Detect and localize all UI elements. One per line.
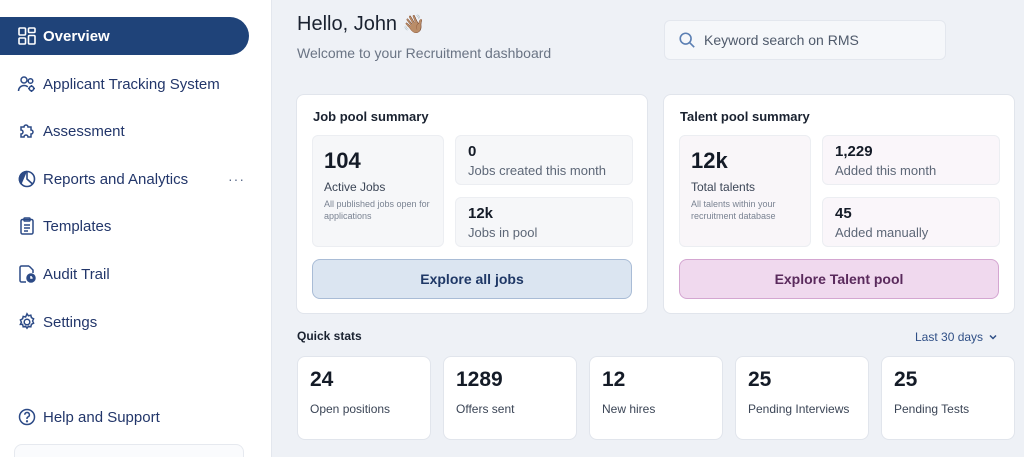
stat-label: Jobs created this month [468,163,607,178]
quick-stat-card: 12 New hires [589,356,723,440]
stat-label: Added manually [835,225,929,240]
stat-value: 12k [691,148,728,173]
talent-pool-card: Talent pool summary 12k Total talents Al… [663,94,1015,314]
quick-stat-card: 25 Pending Interviews [735,356,869,440]
pie-chart-icon [16,168,38,190]
explore-all-jobs-button[interactable]: Explore all jobs [312,259,632,299]
active-jobs-stat: 104 Active Jobs All published jobs open … [312,135,444,247]
puzzle-icon [16,120,38,142]
waving-hand-icon: 👋🏽 [402,14,426,34]
sidebar-item-label: Applicant Tracking System [43,75,220,93]
clipboard-icon [16,215,38,237]
sidebar-item-label: Audit Trail [43,265,110,283]
sidebar-item-label: Assessment [43,122,125,140]
sidebar-item-assessment[interactable]: Assessment [0,112,249,150]
added-manually-stat: 45 Added manually [822,197,1000,247]
stat-label: New hires [602,402,656,416]
grid-icon [16,25,38,47]
gear-icon [16,311,38,333]
search-input[interactable] [704,32,934,48]
sidebar-item-templates[interactable]: Templates [0,207,249,245]
sidebar-item-label: Overview [43,27,110,45]
quick-stats-title: Quick stats [297,329,362,343]
more-options-icon[interactable]: ··· [228,171,245,187]
sidebar: Overview Applicant Tracking System Asses… [0,0,272,457]
document-clock-icon [16,263,38,285]
sidebar-item-label: Templates [43,217,112,235]
stat-label: Jobs in pool [468,225,538,240]
sidebar-item-help[interactable]: Help and Support [0,398,249,436]
total-talents-stat: 12k Total talents All talents within you… [679,135,811,247]
sidebar-item-label: Help and Support [43,408,160,426]
quick-stat-card: 1289 Offers sent [443,356,577,440]
stat-value: 25 [748,368,772,391]
date-range-label: Last 30 days [915,330,984,344]
stat-value: 12k [468,205,494,222]
sidebar-item-label: Reports and Analytics [43,170,189,188]
page-greeting: Hello, John 👋🏽 [297,13,425,36]
stat-value: 104 [324,148,361,173]
search-icon [678,31,704,49]
sidebar-item-settings[interactable]: Settings [0,303,249,341]
talent-pool-title: Talent pool summary [680,109,810,124]
explore-talent-pool-button[interactable]: Explore Talent pool [679,259,999,299]
stat-label: Added this month [835,163,937,178]
stat-description: All talents within your recruitment data… [691,199,776,221]
stat-value: 1,229 [835,143,873,160]
stat-label: Open positions [310,402,391,416]
stat-value: 0 [468,143,477,160]
sidebar-item-applicant-tracking[interactable]: Applicant Tracking System [0,65,249,103]
page-subtitle: Welcome to your Recruitment dashboard [297,45,552,61]
sidebar-item-reports[interactable]: Reports and Analytics ··· [0,160,249,198]
stat-description: All published jobs open for applications [324,199,430,221]
stat-value: 24 [310,368,334,391]
quick-stat-card: 25 Pending Tests [881,356,1015,440]
greeting-text: Hello, John [297,13,398,35]
jobs-in-pool-stat: 12k Jobs in pool [455,197,633,247]
stat-label: Pending Interviews [748,402,850,416]
jobs-created-stat: 0 Jobs created this month [455,135,633,185]
stat-value: 25 [894,368,918,391]
sidebar-item-overview[interactable]: Overview [0,17,249,55]
stat-label: Pending Tests [894,402,970,416]
sidebar-item-label: Settings [43,313,98,331]
date-range-dropdown[interactable]: Last 30 days [915,330,998,344]
stat-value: 45 [835,205,852,222]
sidebar-bottom-panel [14,444,244,457]
job-pool-title: Job pool summary [313,109,429,124]
users-gear-icon [16,73,38,95]
help-circle-icon [16,406,38,428]
search-bar[interactable] [664,20,946,60]
sidebar-item-audit-trail[interactable]: Audit Trail [0,255,249,293]
stat-value: 1289 [456,368,503,391]
stat-label: Total talents [691,180,756,194]
stat-label: Offers sent [456,402,515,416]
chevron-down-icon [983,332,998,342]
stat-label: Active Jobs [324,180,386,194]
stat-value: 12 [602,368,626,391]
added-this-month-stat: 1,229 Added this month [822,135,1000,185]
job-pool-card: Job pool summary 104 Active Jobs All pub… [296,94,648,314]
quick-stat-card: 24 Open positions [297,356,431,440]
